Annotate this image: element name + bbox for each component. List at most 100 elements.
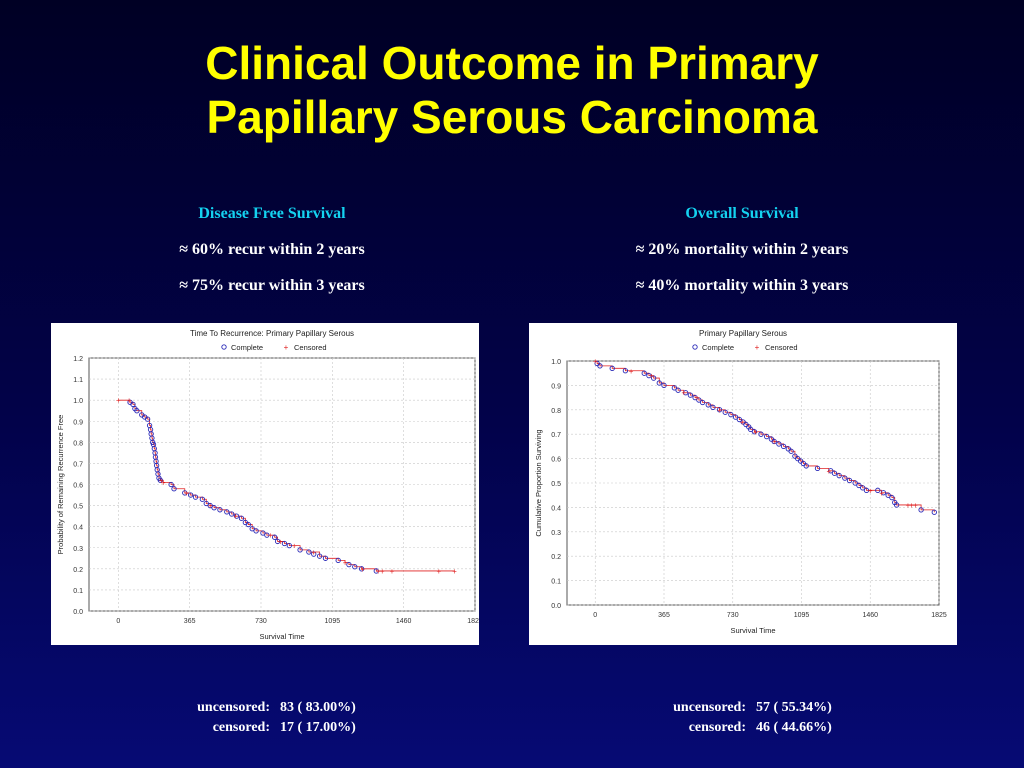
right-uncensored-label: uncensored: — [673, 700, 746, 715]
complete-point — [736, 416, 742, 423]
y-tick-label: 0.2 — [73, 567, 83, 574]
censored-point: + — [360, 565, 365, 574]
x-tick-label: 1095 — [325, 618, 341, 625]
complete-point — [671, 385, 678, 391]
complete-point — [692, 394, 698, 401]
complete-point — [192, 494, 199, 500]
complete-point — [168, 481, 174, 488]
complete-point — [322, 555, 329, 561]
censored-point: + — [629, 367, 634, 376]
right-censored-value: 46 ( 44.66%) — [756, 720, 832, 735]
y-tick-label: 0.8 — [551, 408, 561, 415]
complete-point — [281, 540, 288, 547]
censored-point: + — [116, 396, 121, 405]
complete-point — [187, 492, 194, 498]
censored-point: + — [390, 567, 395, 576]
censored-point: + — [437, 567, 442, 576]
complete-point — [814, 465, 821, 472]
y-tick-label: 0.3 — [551, 530, 561, 537]
x-tick-label: 0 — [593, 612, 597, 619]
complete-point — [245, 521, 251, 528]
censored-point: + — [913, 501, 918, 510]
km-step-line — [118, 399, 455, 572]
complete-point — [171, 486, 177, 492]
complete-point — [710, 404, 716, 411]
complete-point — [203, 500, 209, 507]
y-tick-label: 0.6 — [73, 483, 83, 490]
complete-point — [788, 448, 794, 454]
complete-point — [233, 513, 240, 519]
complete-point — [885, 492, 891, 498]
y-tick-label: 0.0 — [551, 603, 561, 610]
overall-survival-chart: 0.0 0.1 0.2 0.3 0.4 0.5 0.6 0.7 0.8 0.9 1.0 0 365 730… — [529, 323, 957, 645]
y-tick-label: 0.8 — [73, 440, 83, 447]
overall-survival-heading: Overall Survival — [685, 205, 799, 222]
complete-point — [893, 502, 900, 508]
complete-point — [728, 412, 734, 418]
censored-point: + — [695, 394, 700, 403]
complete-point — [264, 532, 270, 538]
censored-point: + — [127, 396, 132, 405]
complete-point — [751, 429, 758, 435]
recurrence-chart-svg: 0.0 0.1 0.2 0.3 0.4 0.5 0.6 0.7 0.8 0.9 1.0 1.1 1.2 0… — [56, 329, 483, 641]
complete-point — [597, 363, 603, 369]
x-tick-label: 730 — [255, 618, 267, 625]
censored-point: + — [740, 418, 745, 427]
y-tick-label: 0.7 — [73, 461, 83, 468]
censored-point: + — [772, 438, 777, 447]
complete-point — [931, 509, 937, 515]
complete-point — [182, 490, 188, 496]
y-tick-label: 0.9 — [551, 383, 561, 390]
y-tick-label: 0.4 — [73, 525, 83, 532]
complete-point — [803, 463, 809, 469]
complete-point — [764, 433, 770, 440]
y-tick-label: 0.3 — [73, 546, 83, 553]
y-tick-label: 0.5 — [551, 481, 561, 488]
censored-point: + — [376, 567, 381, 576]
legend-complete-marker — [692, 344, 698, 350]
complete-point — [880, 490, 887, 496]
y-tick-label: 0.1 — [551, 579, 561, 586]
censored-point: + — [159, 476, 164, 485]
censored-point: + — [343, 559, 348, 568]
legend-censored-marker: + — [284, 343, 289, 352]
legend-complete-label: Complete — [702, 343, 734, 352]
complete-point — [144, 416, 151, 422]
complete-point — [831, 470, 838, 476]
right-summary-line-2: ≈ 40% mortality within 3 years — [635, 277, 849, 294]
complete-point — [683, 390, 689, 396]
complete-point — [687, 392, 694, 398]
censored-point: + — [909, 501, 914, 510]
x-tick-label: 365 — [658, 612, 670, 619]
y-tick-label: 0.1 — [73, 588, 83, 595]
left-uncensored-label: uncensored: — [197, 700, 270, 715]
x-tick-label: 730 — [727, 612, 739, 619]
y-axis-label: Probability of Remaining Recurrence Free — [56, 415, 65, 555]
chart-title: Time To Recurrence: Primary Papillary Se… — [190, 329, 354, 338]
x-axis-label: Survival Time — [730, 626, 775, 635]
censored-point: + — [753, 428, 758, 437]
x-tick-label: 1095 — [794, 612, 810, 619]
censored-point: + — [452, 567, 457, 576]
complete-point — [758, 431, 764, 437]
complete-point — [249, 526, 255, 532]
censored-point: + — [268, 531, 273, 540]
censored-point: + — [681, 389, 686, 398]
disease-free-survival-chart: 0.0 0.1 0.2 0.3 0.4 0.5 0.6 0.7 0.8 0.9 1.0 1.1 1.2 0… — [51, 323, 483, 645]
complete-point — [130, 401, 136, 408]
complete-point — [780, 443, 787, 450]
complete-point — [272, 534, 278, 540]
censored-point: + — [649, 372, 654, 381]
complete-point — [286, 542, 292, 549]
y-axis-label: Cumulative Proportion Surviving — [534, 429, 543, 536]
complete-point — [346, 561, 352, 568]
censored-point: + — [906, 501, 911, 510]
x-tick-label: 1825 — [467, 618, 479, 625]
complete-point — [836, 473, 842, 479]
slide-title-line-2: Papillary Serous Carcinoma — [206, 91, 818, 143]
x-tick-label: 1825 — [931, 612, 947, 619]
complete-point — [274, 538, 281, 545]
x-tick-label: 365 — [184, 618, 196, 625]
complete-point — [852, 480, 858, 486]
complete-point — [211, 505, 217, 511]
